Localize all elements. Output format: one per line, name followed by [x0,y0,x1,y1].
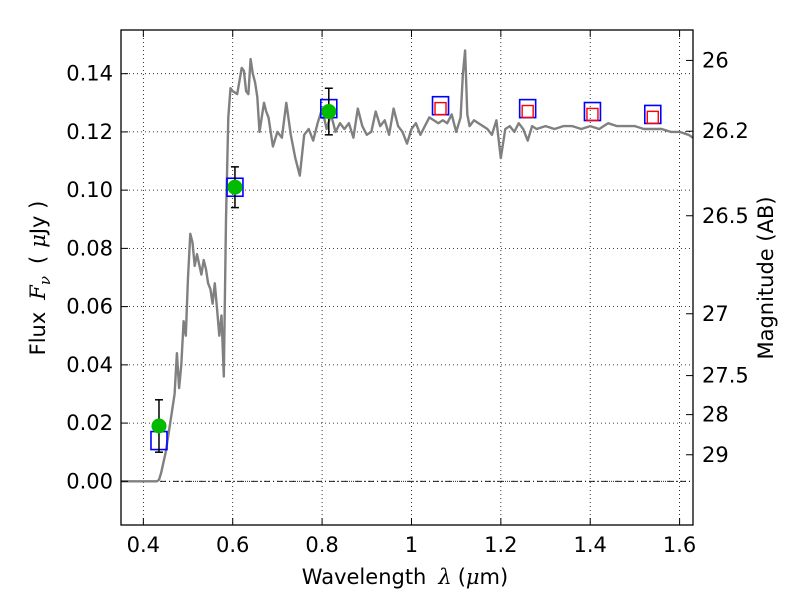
x-tick-label: 1.6 [663,533,696,557]
plot-frame [120,29,694,526]
y2-tick-label: 27 [702,302,729,326]
y-tick-label: 0.10 [66,178,113,202]
y2-tick-label: 29 [702,443,729,467]
y-axis-title-unit-rest: Jy ) [26,201,50,237]
tick-labels: 0.4 0.6 0.8 1 1.2 1.4 1.6 0.00 0.02 0.04 0.06 0.08 0… [66,48,749,557]
x-tick-label: 1 [405,533,418,557]
y2-tick-label: 26 [702,48,729,72]
y-tick-label: 0.00 [66,469,113,493]
model-band-inner-marker [646,110,659,125]
y-tick-label: 0.06 [66,295,113,319]
x-tick-label: 0.8 [305,533,338,557]
y2-axis-title: Magnitude (AB) [754,196,778,359]
x-axis-title-unit-open: ( [458,565,466,589]
y-axis-title-unit-symbol: μ [26,234,50,248]
x-tick-label: 0.6 [216,533,249,557]
axis-ticks [121,30,693,525]
data-series [121,49,694,483]
observed-flux-point [151,418,167,434]
y-axis-title-symbol: F [26,284,50,301]
y-tick-label: 0.02 [66,411,113,435]
x-tick-label: 0.4 [127,533,160,557]
x-axis-title: Wavelength λ (μm) [302,565,508,589]
x-axis-title-symbol: λ [437,565,451,589]
grid-lines [121,30,693,525]
y-axis-title-text: Flux [26,312,50,356]
x-tick-label: 1.4 [574,533,607,557]
x-axis-title-unit-rest: m) [480,565,509,589]
x-axis-title-unit-symbol: μ [466,565,480,589]
y2-tick-label: 26.2 [702,119,749,143]
y-tick-label: 0.12 [66,120,113,144]
y2-tick-label: 26.5 [702,204,749,228]
y-tick-label: 0.08 [66,236,113,260]
model-band-inner-marker [586,107,599,122]
x-tick-label: 1.2 [484,533,517,557]
x-axis-title-text: Wavelength [302,565,427,589]
model-band-inner-marker [521,104,534,119]
y-tick-label: 0.14 [66,62,113,86]
y2-tick-label: 28 [702,403,729,427]
model-spectrum-line [121,49,694,483]
observed-flux-point [321,104,337,120]
y-axis-title-unit-open: ( [26,256,50,264]
y-axis-title: Flux Fν ( μJy ) [26,201,54,356]
y-tick-label: 0.04 [66,353,113,377]
y-axis-title-subscript: ν [36,276,54,285]
observed-flux-point [227,179,243,195]
y2-tick-label: 27.5 [702,364,749,388]
model-band-inner-marker [434,101,447,116]
